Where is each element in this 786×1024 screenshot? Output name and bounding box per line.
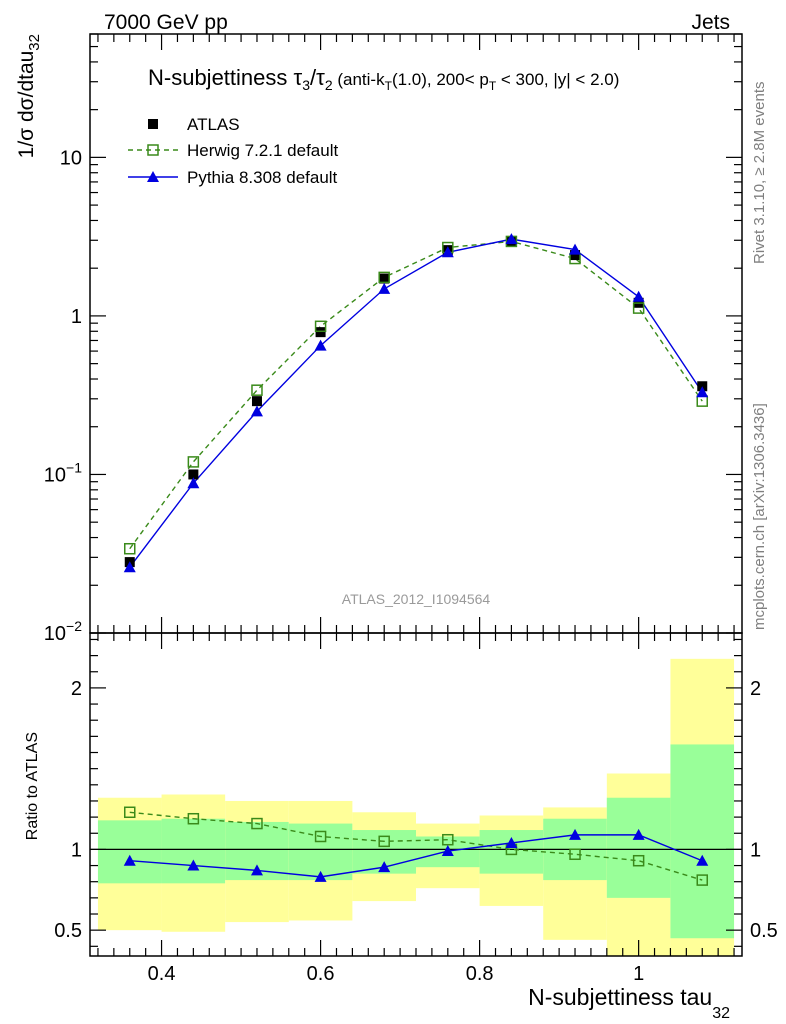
ratio-point-s0-7	[569, 848, 581, 861]
main-series-line-1	[129, 240, 703, 550]
legend-label-1: Herwig 7.2.1 default	[187, 141, 338, 160]
main-point-s2-4	[378, 282, 391, 294]
main-y-tick-label: 10−2	[44, 618, 82, 645]
ratio-green-band-6	[479, 830, 544, 874]
ratio-green-band-8	[606, 797, 671, 898]
ratio-point-s0-1	[187, 812, 200, 825]
main-point-s2-2	[250, 405, 263, 417]
main-point-s1-3	[314, 320, 327, 333]
legend-marker-0	[148, 119, 158, 129]
ratio-point-s1-3	[314, 870, 327, 882]
ratio-panel: 0.5 0.51 12 20.4 0.6 0.8 1N-subjettiness tau32…	[24, 632, 778, 1022]
ratio-green-band-3	[288, 823, 353, 881]
legend-label-2: Pythia 8.308 default	[187, 168, 338, 187]
ratio-green-band-0	[97, 820, 162, 884]
ratio-point-s1-0	[123, 854, 136, 866]
x-axis-title: N-subjettiness tau32	[528, 984, 730, 1022]
mcplots-label: mcplots.cern.ch [arXiv:1306.3436]	[751, 403, 768, 630]
main-point-s2-1	[187, 477, 200, 489]
ratio-y-tick-label: 1	[71, 839, 82, 861]
main-point-s2-5	[441, 246, 454, 258]
main-y-tick-label: 10−1	[44, 459, 82, 486]
main-point-s0-3	[315, 327, 326, 338]
main-point-s0-1	[188, 469, 199, 480]
ratio-green-band-9	[670, 744, 735, 939]
main-point-s1-2	[251, 384, 263, 396]
legend-marker-1	[147, 144, 159, 156]
ratio-point-s0-3	[314, 830, 327, 843]
chart-title: N-subjettiness τ3/τ2 (anti-kT(1.0), 200<…	[148, 65, 619, 93]
main-point-s1-0	[124, 542, 136, 555]
category-label: Jets	[691, 11, 730, 34]
analysis-watermark: ATLAS_2012_I1094564	[342, 591, 491, 607]
main-point-s0-7	[570, 250, 581, 261]
ratio-point-s1-1	[187, 859, 200, 871]
ratio-point-s1-5	[441, 845, 454, 857]
ratio-point-s1-4	[378, 861, 391, 873]
ratio-point-s1-8	[632, 828, 645, 840]
ratio-point-s0-2	[251, 817, 263, 830]
main-point-s2-8	[632, 290, 645, 302]
ratio-point-s0-9	[696, 874, 708, 886]
ratio-point-s0-8	[632, 854, 645, 867]
ratio-y-axis-title: Ratio to ATLAS	[24, 732, 41, 840]
main-y-tick-label: 1	[71, 306, 82, 328]
ratio-point-s0-5	[442, 833, 454, 846]
ratio-point-s0-4	[378, 835, 390, 848]
main-y-axis-title: 1/σ dσ/dtau32	[15, 34, 43, 158]
main-point-s2-3	[314, 339, 327, 351]
ratio-point-s1-9	[696, 854, 709, 866]
main-y-tick-label: 10	[60, 147, 82, 169]
ratio-green-band-1	[161, 818, 226, 884]
main-point-s2-6	[505, 233, 518, 245]
main-series-line-2	[129, 238, 703, 568]
ratio-series-line-1	[129, 834, 703, 878]
x-tick-label: 1	[633, 963, 644, 985]
x-tick-label: 0.6	[307, 963, 335, 985]
x-tick-label: 0.4	[148, 963, 176, 985]
energy-label: 7000 GeV pp	[104, 11, 228, 34]
main-panel: 10−2 10−1 1 10 1/σ dσ/dtau32 N-subjettiness τ…	[15, 33, 743, 645]
ratio-point-s1-6	[505, 836, 518, 848]
x-tick-label: 0.8	[466, 963, 494, 985]
ratio-y-tick-label-right: 0.5	[750, 920, 778, 942]
legend-label-0: ATLAS	[187, 115, 240, 134]
main-point-s0-4	[379, 273, 390, 284]
ratio-point-s0-0	[124, 806, 136, 819]
main-point-s1-1	[187, 456, 200, 468]
main-point-s1-8	[632, 302, 645, 314]
ratio-point-s1-2	[250, 864, 263, 876]
ratio-y-tick-label-right: 1	[750, 839, 761, 861]
ratio-y-tick-label: 0.5	[54, 920, 82, 942]
rivet-label: Rivet 3.1.10, ≥ 2.8M events	[751, 82, 768, 265]
legend-marker-2	[147, 171, 159, 182]
ratio-point-s1-7	[569, 828, 582, 840]
main-point-s2-7	[569, 243, 582, 255]
ratio-series-line-0	[129, 811, 703, 881]
main-point-s0-2	[251, 396, 262, 407]
ratio-y-tick-label: 2	[71, 678, 82, 700]
ratio-y-tick-label-right: 2	[750, 678, 761, 700]
main-point-s2-9	[696, 386, 709, 398]
main-point-s1-4	[378, 271, 390, 284]
main-point-s2-0	[123, 561, 136, 573]
